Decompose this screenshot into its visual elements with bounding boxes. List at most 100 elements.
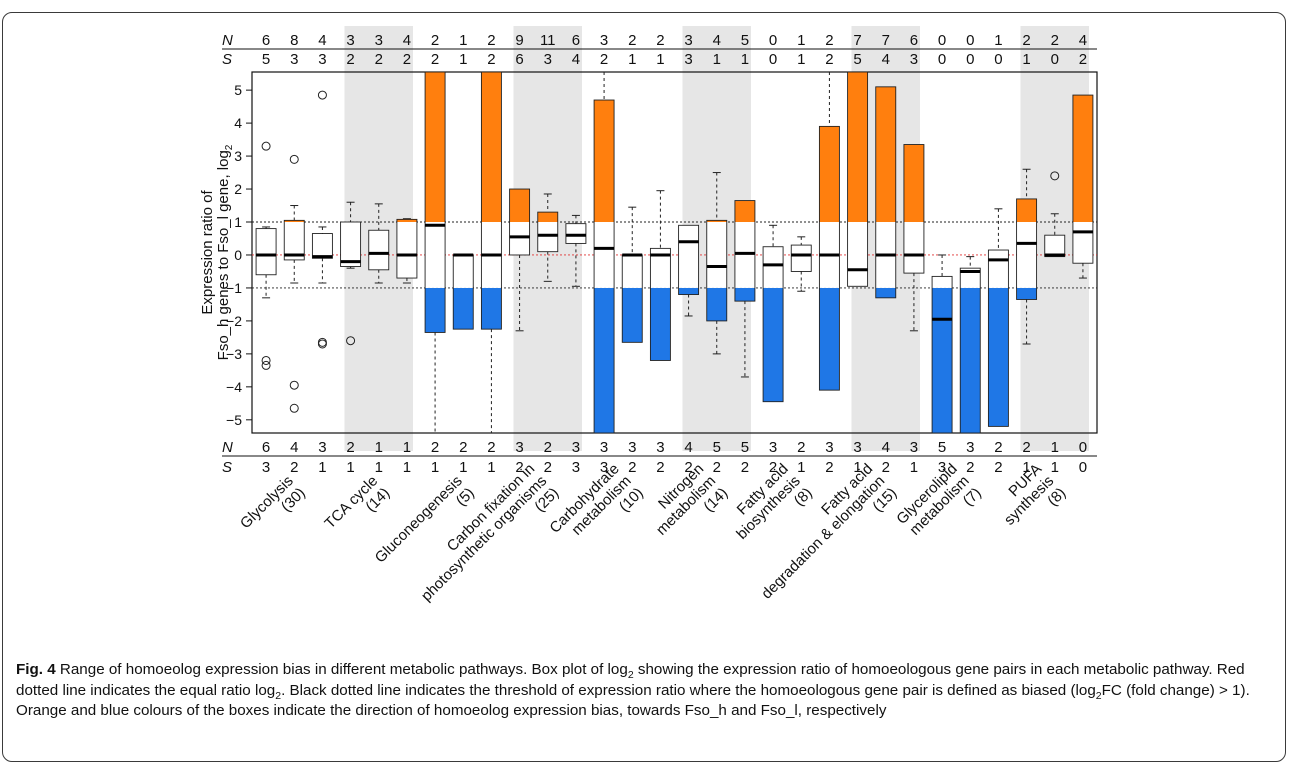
bottom-s-count: 1	[1051, 459, 1059, 476]
box-outline	[762, 246, 784, 403]
top-n-count: 0	[938, 32, 946, 49]
top-s-count: 1	[628, 51, 636, 68]
neutral-segment	[509, 222, 530, 255]
neutral-segment	[256, 228, 277, 275]
box-28	[1016, 168, 1038, 345]
bottom-n-count: 1	[1051, 439, 1059, 456]
figure-frame	[2, 12, 1286, 762]
box-12	[565, 214, 587, 287]
top-n-row-label: N	[222, 32, 233, 49]
box-outline	[649, 247, 671, 361]
neutral-segment	[763, 246, 784, 288]
top-s-count: 4	[572, 51, 580, 68]
outlier-point	[261, 355, 271, 365]
box-outline	[790, 244, 812, 272]
blue-segment	[734, 287, 755, 302]
box-29	[1044, 171, 1066, 258]
top-s-count: 3	[910, 51, 918, 68]
bottom-n-count: 2	[346, 439, 354, 456]
bottom-n-count: 2	[459, 439, 467, 456]
bottom-n-count: 5	[938, 439, 946, 456]
box-23	[875, 86, 897, 299]
caption-text-4: FC (fold change) > 1). Orange and blue c…	[16, 681, 1250, 720]
orange-segment	[819, 126, 840, 223]
box-7	[424, 71, 446, 433]
top-n-count: 1	[994, 32, 1002, 49]
bottom-s-count: 3	[572, 459, 580, 476]
top-n-count: 4	[403, 32, 411, 49]
box-26	[959, 256, 981, 434]
neutral-segment	[622, 254, 643, 288]
blue-segment	[594, 287, 615, 433]
outlier-point	[1050, 171, 1060, 181]
bottom-n-count: 0	[1079, 439, 1087, 456]
box-outline	[987, 249, 1009, 427]
category-label: Glycolysis(30)	[237, 472, 309, 532]
bottom-s-count: 1	[853, 459, 861, 476]
bottom-n-count: 2	[431, 439, 439, 456]
box-4	[340, 201, 362, 346]
box-outline	[734, 200, 756, 302]
bottom-n-count: 3	[966, 439, 974, 456]
outlier-point	[261, 141, 271, 151]
box-outline	[593, 99, 615, 434]
bottom-s-count: 3	[600, 459, 608, 476]
bottom-s-count: 2	[769, 459, 777, 476]
box-6	[396, 218, 418, 284]
bottom-n-count: 4	[882, 439, 890, 456]
top-s-count: 0	[1051, 51, 1059, 68]
bottom-s-count: 1	[346, 459, 354, 476]
top-n-count: 6	[572, 32, 580, 49]
top-n-count: 3	[600, 32, 608, 49]
orange-segment	[396, 219, 417, 223]
box-outline	[480, 71, 502, 330]
neutral-segment	[565, 223, 586, 244]
blue-segment	[932, 287, 953, 433]
neutral-segment	[988, 250, 1009, 288]
orange-segment	[509, 189, 530, 223]
top-n-count: 2	[628, 32, 636, 49]
top-s-count: 3	[290, 51, 298, 68]
bottom-n-count: 1	[375, 439, 383, 456]
top-n-count: 2	[487, 32, 495, 49]
top-n-count: 2	[431, 32, 439, 49]
caption-sub-2: 2	[275, 689, 282, 702]
neutral-segment	[706, 222, 727, 288]
top-n-count: 3	[346, 32, 354, 49]
neutral-segment	[847, 222, 868, 287]
box-17	[706, 172, 728, 355]
top-s-count: 5	[853, 51, 861, 68]
box-3	[311, 90, 333, 349]
box-30	[1072, 94, 1094, 279]
top-s-count: 0	[994, 51, 1002, 68]
top-s-count: 1	[713, 51, 721, 68]
box-22	[847, 71, 869, 287]
outlier-point	[289, 380, 299, 390]
top-s-count: 3	[544, 51, 552, 68]
box-25	[931, 254, 953, 434]
y-axis-label-line1: Expression ratio of	[199, 190, 216, 315]
bottom-s-row-label: S	[222, 459, 232, 476]
top-n-count: 4	[1079, 32, 1087, 49]
top-n-count: 4	[318, 32, 326, 49]
bottom-n-count: 3	[572, 439, 580, 456]
bottom-n-count: 5	[741, 439, 749, 456]
bottom-s-count: 3	[262, 459, 270, 476]
top-s-count: 1	[741, 51, 749, 68]
bottom-n-count: 3	[628, 439, 636, 456]
y-tick-label: 2	[234, 181, 242, 197]
bottom-n-count: 3	[318, 439, 326, 456]
orange-segment	[1016, 198, 1037, 223]
neutral-segment	[340, 222, 361, 267]
y-tick-label: 5	[234, 82, 242, 98]
y-tick-label: −2	[226, 313, 242, 329]
box-outline	[396, 218, 418, 279]
y-tick-label: 0	[234, 247, 242, 263]
box-14	[621, 206, 643, 343]
top-s-count: 2	[431, 51, 439, 68]
bottom-s-count: 2	[290, 459, 298, 476]
top-n-count: 3	[684, 32, 692, 49]
top-s-count: 1	[656, 51, 664, 68]
box-outline	[509, 188, 531, 256]
y-tick-label: −1	[226, 280, 242, 296]
